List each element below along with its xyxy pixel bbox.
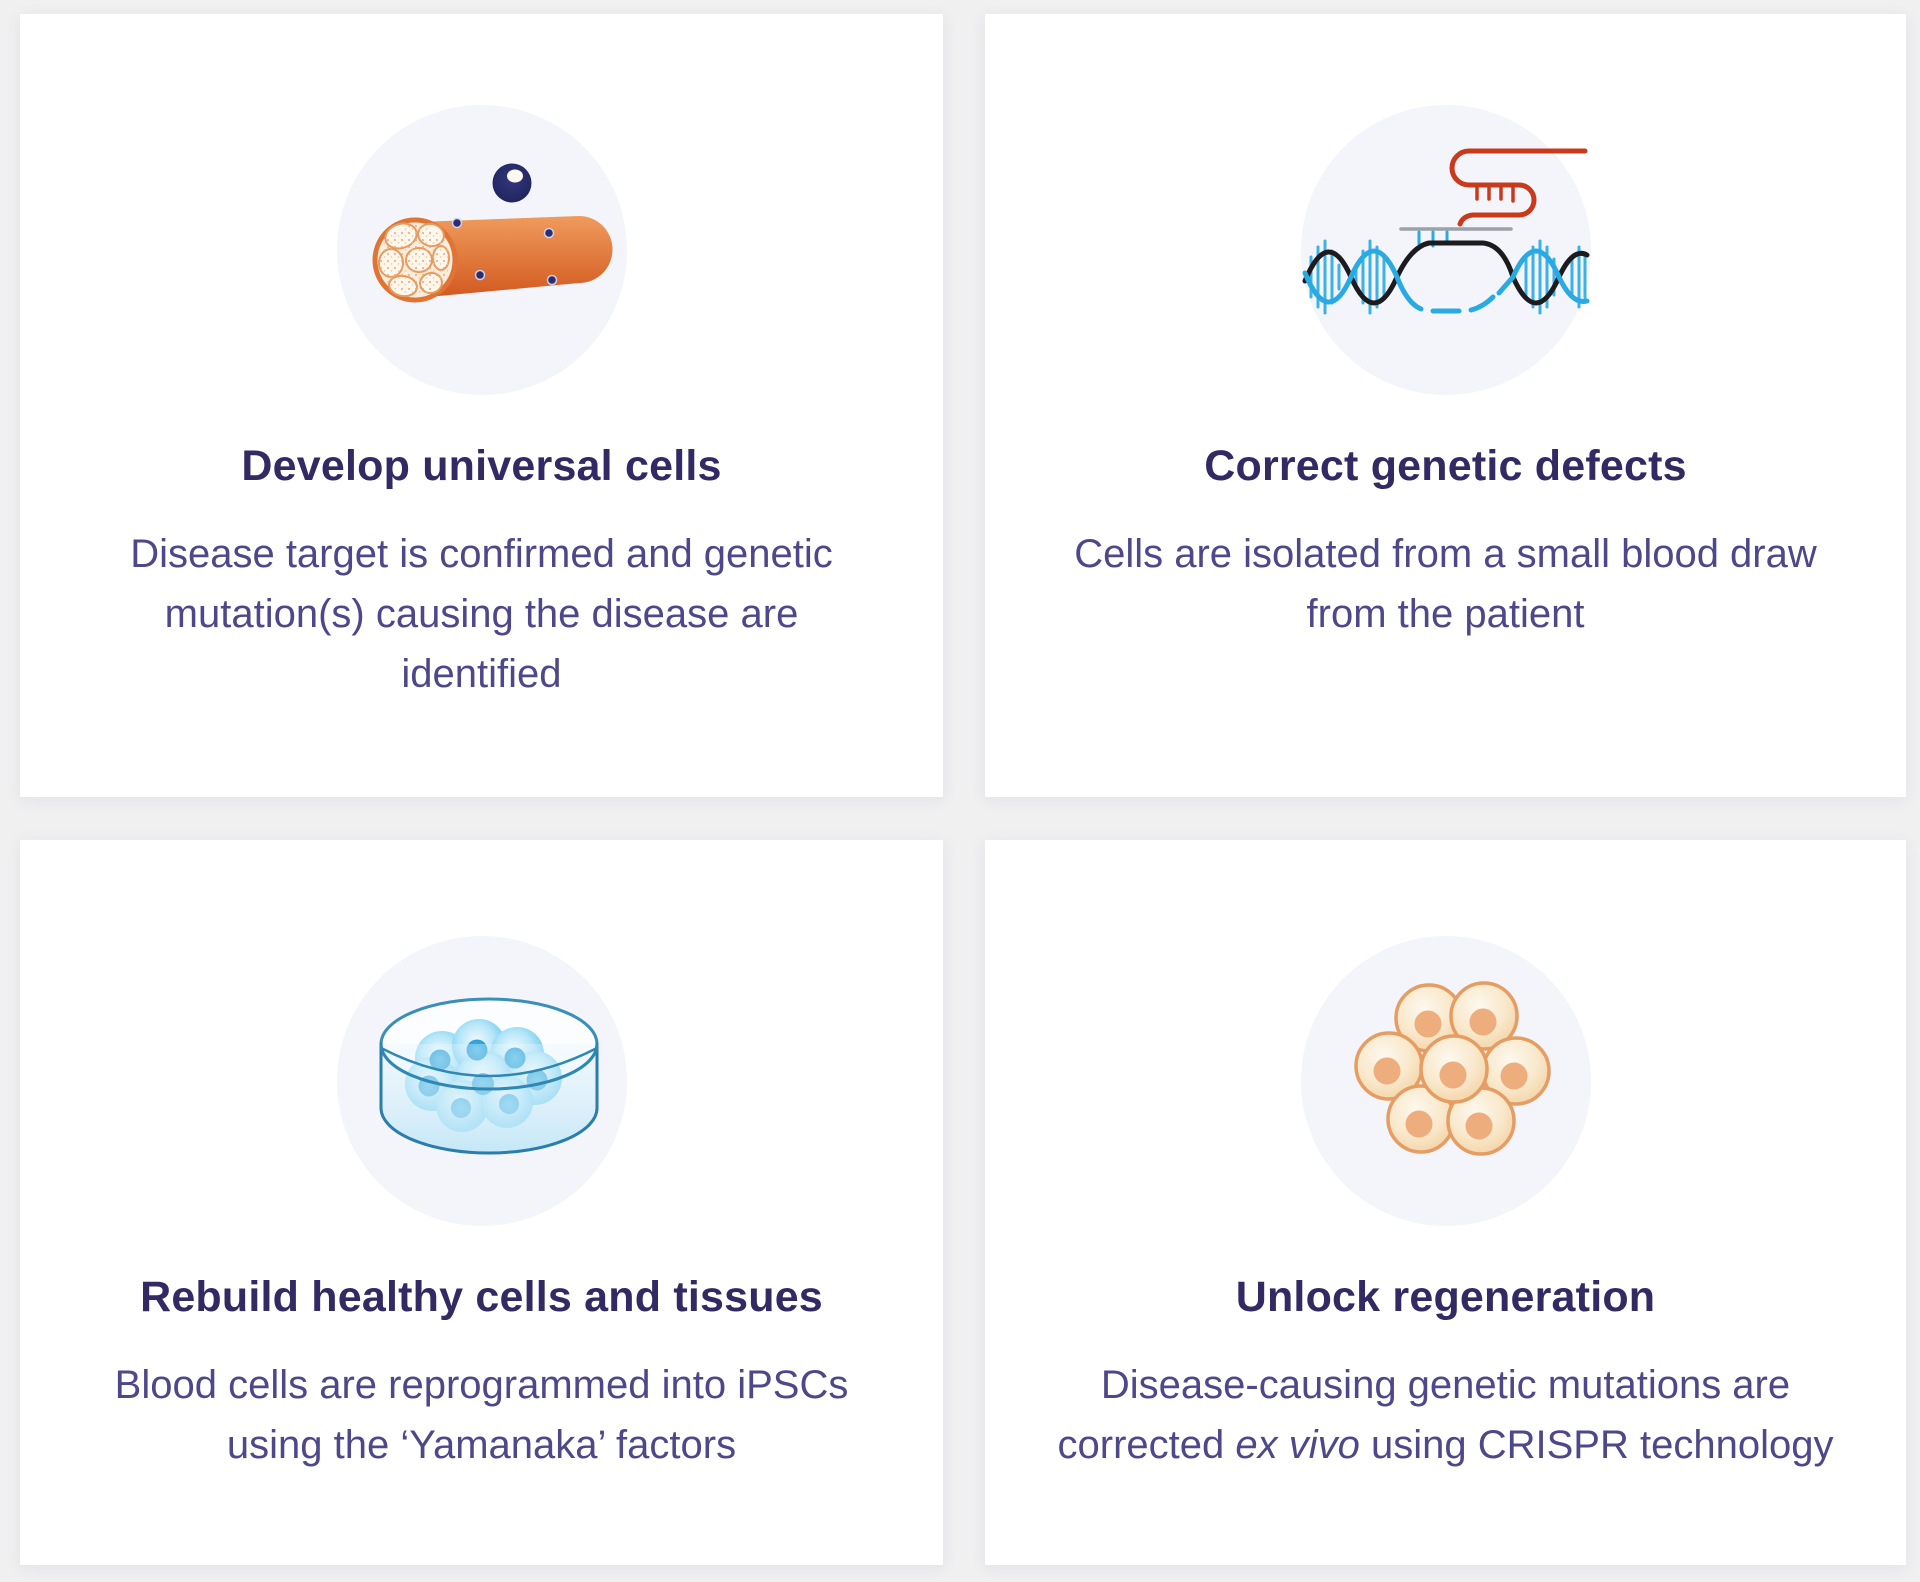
card-title: Correct genetic defects — [1204, 442, 1687, 490]
icon-circle — [1300, 936, 1591, 1226]
petri-dish-icon — [337, 936, 627, 1226]
cell-cluster-icon — [1301, 936, 1591, 1226]
card-correct-genetic-defects: Correct genetic defects Cells are isolat… — [985, 14, 1906, 797]
dna-crispr-icon — [1301, 105, 1591, 395]
body-text-segment: Disease-causing genetic mutations are co… — [1057, 1363, 1791, 1467]
card-unlock-regeneration: Unlock regeneration Disease-causing gene… — [985, 840, 1906, 1565]
icon-circle — [336, 105, 627, 395]
muscle-fiber-icon — [337, 105, 627, 395]
cards-grid: Develop universal cells Disease target i… — [20, 14, 1906, 1565]
card-title: Rebuild healthy cells and tissues — [140, 1273, 823, 1321]
body-text-segment: using CRISPR technology — [1359, 1423, 1834, 1467]
icon-circle — [336, 936, 627, 1226]
card-body: Disease-causing genetic mutations are co… — [1058, 1355, 1834, 1475]
icon-circle — [1300, 105, 1591, 395]
card-body: Cells are isolated from a small blood dr… — [1074, 532, 1817, 636]
card-develop-universal-cells: Develop universal cells Disease target i… — [20, 14, 943, 797]
card-rebuild-healthy-cells: Rebuild healthy cells and tissues Blood … — [20, 840, 943, 1565]
card-title: Unlock regeneration — [1235, 1273, 1656, 1321]
card-title: Develop universal cells — [241, 442, 722, 490]
card-body: Disease target is confirmed and genetic … — [130, 532, 833, 696]
card-body: Blood cells are reprogrammed into iPSCs … — [114, 1363, 849, 1467]
body-text-italic-segment: ex vivo — [1235, 1423, 1360, 1467]
